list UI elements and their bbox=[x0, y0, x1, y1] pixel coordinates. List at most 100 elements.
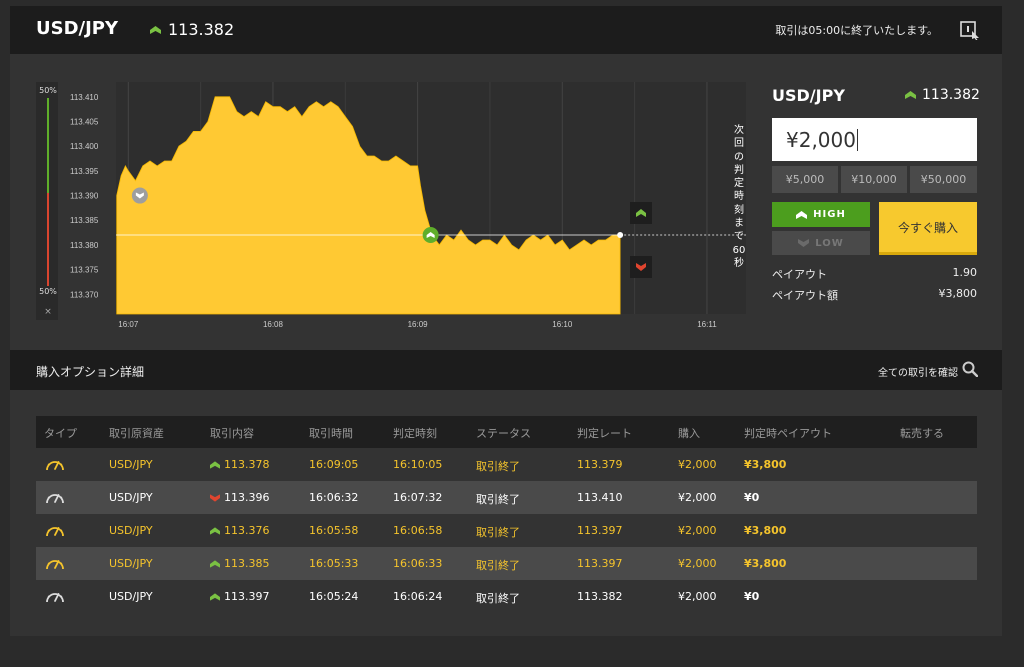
buy-now-button[interactable]: 今すぐ購入 bbox=[879, 202, 977, 255]
gauge-high-percent: 50% bbox=[39, 86, 57, 95]
table-header: タイプ 取引原資産 取引内容 取引時間 判定時刻 ステータス 判定レート 購入 … bbox=[36, 416, 977, 448]
trade-pair-title: USD/JPY bbox=[772, 86, 845, 105]
col-asset: 取引原資産 bbox=[109, 427, 164, 440]
quick-amount-10000-button[interactable]: ¥10,000 bbox=[841, 166, 907, 193]
purchase-details-title: 購入オプション詳細 bbox=[36, 365, 145, 379]
x-tick-label: 16:11 bbox=[697, 320, 717, 329]
cell-expiry-rate: 113.410 bbox=[577, 491, 623, 504]
cell-asset: USD/JPY bbox=[109, 491, 153, 504]
direction-up-icon bbox=[210, 460, 220, 469]
cell-expiry: 16:06:58 bbox=[393, 524, 443, 537]
y-tick-label: 113.380 bbox=[70, 241, 99, 250]
rate-up-icon bbox=[150, 25, 161, 34]
cell-expiry: 16:07:32 bbox=[393, 491, 443, 504]
speedometer-icon bbox=[46, 527, 64, 537]
gauge-high-bar bbox=[47, 98, 49, 193]
y-tick-label: 113.410 bbox=[70, 93, 99, 102]
all-trades-link[interactable]: 全ての取引を確認 bbox=[878, 368, 958, 379]
speedometer-icon bbox=[46, 593, 64, 603]
table-row[interactable]: USD/JPY 113.378 16:09:05 16:10:05 取引終了 113.37… bbox=[36, 448, 977, 481]
search-icon[interactable] bbox=[962, 361, 978, 377]
cell-time: 16:05:24 bbox=[309, 590, 359, 603]
table-row[interactable]: USD/JPY 113.397 16:05:24 16:06:24 取引終了 113.38… bbox=[36, 580, 977, 613]
speedometer-icon bbox=[46, 461, 64, 471]
cell-expiry-rate: 113.397 bbox=[577, 524, 623, 537]
trade-direction-rate: 113.385 bbox=[210, 557, 270, 570]
current-price-dot bbox=[617, 232, 624, 239]
cell-purchase: ¥2,000 bbox=[678, 557, 717, 570]
table-row[interactable]: USD/JPY 113.396 16:06:32 16:07:32 取引終了 113.41… bbox=[36, 481, 977, 514]
col-payout: 判定時ペイアウト bbox=[744, 427, 832, 440]
cell-asset: USD/JPY bbox=[109, 590, 153, 603]
cell-expiry: 16:06:24 bbox=[393, 590, 443, 603]
countdown-char: 刻 bbox=[734, 204, 744, 216]
table-row[interactable]: USD/JPY 113.385 16:05:33 16:06:33 取引終了 113.39… bbox=[36, 547, 977, 580]
high-button[interactable]: HIGH bbox=[772, 202, 870, 227]
cell-time: 16:09:05 bbox=[309, 458, 359, 471]
cell-time: 16:06:32 bbox=[309, 491, 359, 504]
expand-icon[interactable] bbox=[960, 20, 980, 40]
countdown-char: で bbox=[734, 231, 744, 243]
col-content: 取引内容 bbox=[210, 427, 254, 440]
cell-expiry-rate: 113.382 bbox=[577, 590, 623, 603]
header-rate: 113.382 bbox=[150, 20, 234, 39]
marker-down-icon bbox=[135, 192, 144, 199]
col-trade-time: 取引時間 bbox=[309, 427, 353, 440]
cell-expiry-rate: 113.397 bbox=[577, 557, 623, 570]
countdown-char: 次 bbox=[734, 125, 744, 136]
y-tick-label: 113.400 bbox=[70, 142, 99, 151]
header-pair-title: USD/JPY bbox=[36, 18, 119, 39]
col-resell: 転売する bbox=[900, 427, 944, 440]
x-tick-label: 16:07 bbox=[118, 320, 139, 329]
table-row[interactable]: USD/JPY 113.376 16:05:58 16:06:58 取引終了 113.39… bbox=[36, 514, 977, 547]
amount-value: ¥2,000 bbox=[786, 127, 856, 152]
gauge-close-icon[interactable]: × bbox=[44, 307, 52, 317]
trade-direction-rate: 113.378 bbox=[210, 458, 270, 471]
countdown-char: 秒 bbox=[734, 257, 744, 269]
table-body: USD/JPY 113.378 16:09:05 16:10:05 取引終了 113.37… bbox=[36, 448, 977, 613]
trade-direction-rate: 113.396 bbox=[210, 491, 270, 504]
cell-expiry-rate: 113.379 bbox=[577, 458, 623, 471]
payout-amount-value: ¥3,800 bbox=[938, 287, 978, 300]
y-tick-label: 113.375 bbox=[70, 266, 99, 275]
cell-expiry: 16:06:33 bbox=[393, 557, 443, 570]
cell-asset: USD/JPY bbox=[109, 458, 153, 471]
trade-rate: 113.378 bbox=[224, 458, 270, 471]
low-button[interactable]: LOW bbox=[772, 231, 870, 255]
trade-rate: 113.396 bbox=[224, 491, 270, 504]
quick-amount-50000-button[interactable]: ¥50,000 bbox=[910, 166, 977, 193]
high-target-icon bbox=[636, 209, 646, 217]
payout-row: ペイアウト 1.90 bbox=[772, 266, 977, 282]
price-area-series bbox=[116, 96, 621, 315]
countdown-char: 回 bbox=[734, 138, 744, 150]
col-status: ステータス bbox=[476, 427, 531, 440]
cell-payout: ¥0 bbox=[744, 491, 760, 504]
low-arrow-icon bbox=[798, 239, 810, 247]
y-tick-label: 113.370 bbox=[70, 290, 99, 299]
session-end-message: 取引は05:00に終了いたします。 bbox=[775, 24, 938, 37]
cell-asset: USD/JPY bbox=[109, 557, 153, 570]
cell-purchase: ¥2,000 bbox=[678, 491, 717, 504]
countdown-char: 判 bbox=[734, 164, 744, 176]
cell-time: 16:05:33 bbox=[309, 557, 359, 570]
trade-direction-rate: 113.376 bbox=[210, 524, 270, 537]
high-label: HIGH bbox=[813, 209, 846, 220]
col-purchase: 購入 bbox=[678, 427, 700, 440]
col-expiry-rate: 判定レート bbox=[577, 427, 632, 440]
countdown-char: 時 bbox=[734, 191, 744, 203]
countdown-char: 60 bbox=[732, 244, 746, 256]
amount-input[interactable]: ¥2,000 bbox=[772, 118, 977, 161]
direction-up-icon bbox=[210, 592, 220, 601]
trade-rate: 113.385 bbox=[224, 557, 270, 570]
cell-asset: USD/JPY bbox=[109, 524, 153, 537]
trade-rate-value: 113.382 bbox=[922, 87, 980, 103]
trade-rate: 113.382 bbox=[905, 87, 980, 103]
low-target-icon bbox=[636, 263, 646, 271]
marker-up-icon bbox=[426, 232, 435, 239]
direction-down-icon bbox=[210, 493, 220, 502]
y-tick-label: 113.385 bbox=[70, 216, 99, 225]
countdown-char: ま bbox=[734, 218, 744, 230]
low-label: LOW bbox=[815, 237, 844, 249]
quick-amount-5000-button[interactable]: ¥5,000 bbox=[772, 166, 838, 193]
countdown-text: 次回の判定時刻まで 60 秒 bbox=[730, 124, 748, 270]
